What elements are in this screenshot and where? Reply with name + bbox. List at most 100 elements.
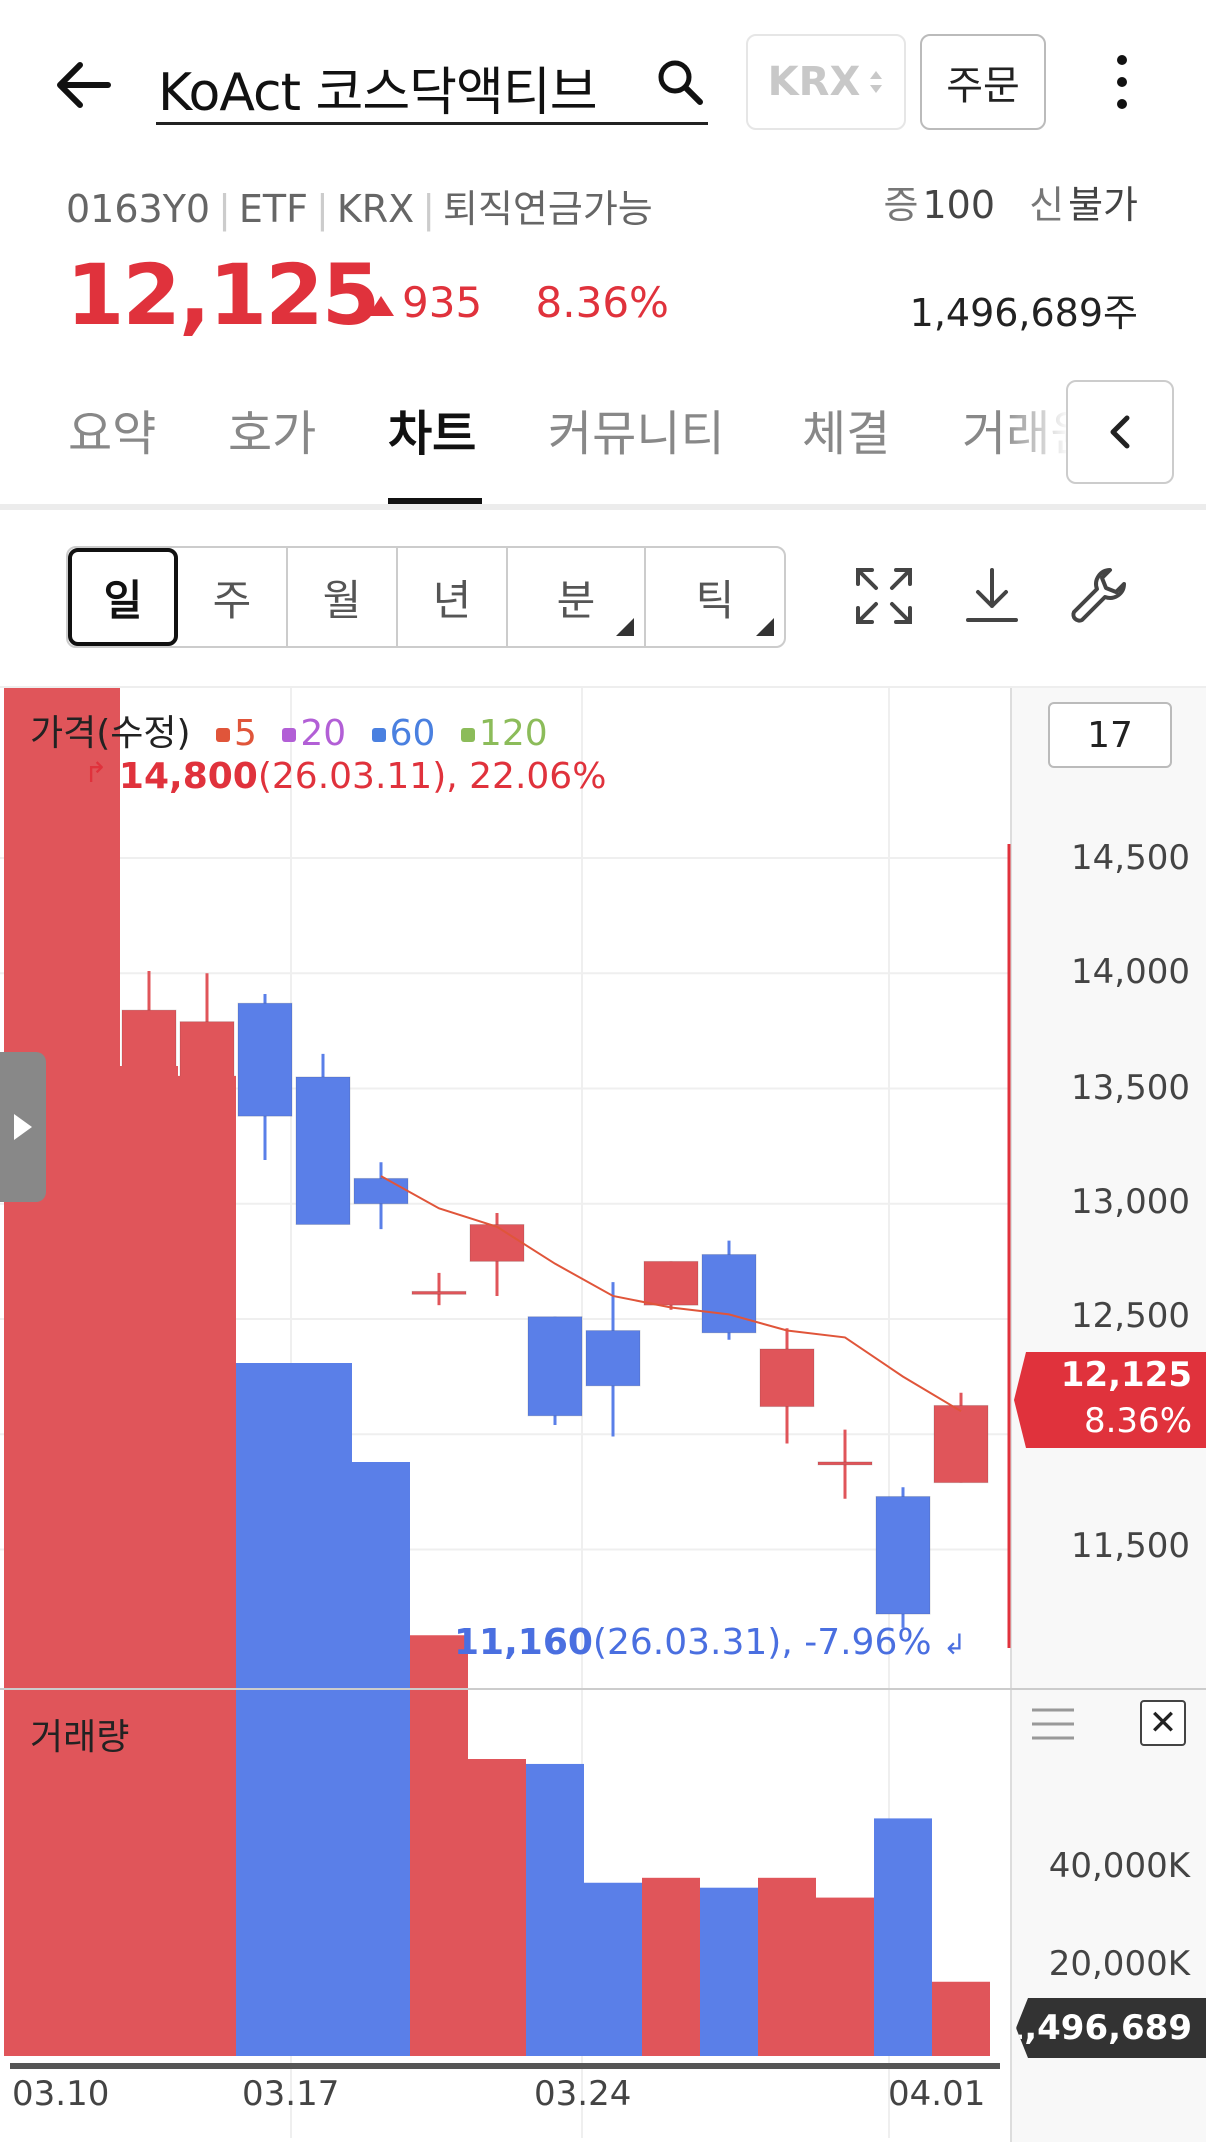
tab-community[interactable]: 커뮤니티 bbox=[548, 406, 725, 462]
search-text: KoAct 코스닥액티브 bbox=[158, 63, 598, 123]
sort-arrows-icon bbox=[870, 71, 883, 93]
search-icon[interactable] bbox=[652, 54, 708, 110]
download-icon[interactable] bbox=[960, 564, 1024, 628]
candle-body bbox=[759, 1348, 815, 1408]
dropdown-corner-icon bbox=[616, 618, 634, 636]
period-week-label: 주 bbox=[212, 575, 252, 625]
candle-body bbox=[701, 1253, 757, 1334]
exchange-select[interactable]: KRX bbox=[746, 34, 906, 130]
chart-canvas[interactable] bbox=[0, 688, 1206, 2142]
up-triangle-icon bbox=[368, 295, 394, 316]
volume-bar bbox=[526, 1763, 584, 2056]
legend-title: 가격(수정) bbox=[30, 713, 191, 754]
period-week[interactable]: 주 bbox=[178, 548, 288, 646]
pension-badge: 퇴직연금가능 bbox=[443, 187, 653, 231]
low-value: 11,160 bbox=[454, 1622, 593, 1663]
period-year-label: 년 bbox=[432, 575, 472, 625]
volume-bar bbox=[700, 1887, 758, 2056]
panel-divider[interactable] bbox=[0, 1688, 1206, 1690]
high-annotation: ↱ 14,800(26.03.11), 22.06% bbox=[84, 756, 606, 797]
ma60-legend: 60 bbox=[371, 713, 435, 754]
candle-body bbox=[817, 1461, 873, 1466]
candle-body bbox=[469, 1223, 525, 1262]
candle-body bbox=[875, 1495, 931, 1615]
trade-volume: 1,496,689주 bbox=[909, 291, 1138, 335]
tab-summary[interactable]: 요약 bbox=[68, 406, 157, 462]
ma5-legend: 5 bbox=[216, 713, 257, 754]
menu-lines-icon[interactable] bbox=[1030, 1704, 1076, 1744]
volume-bar bbox=[352, 1462, 410, 2056]
stock-market: KRX bbox=[336, 187, 415, 231]
tab-orderbook[interactable]: 호가 bbox=[228, 406, 317, 462]
low-annotation: 11,160(26.03.31), -7.96% ↲ bbox=[454, 1622, 967, 1663]
y-tick-label: 13,000 bbox=[1071, 1182, 1190, 1222]
order-button[interactable]: 주문 bbox=[920, 34, 1046, 130]
candle-body bbox=[643, 1260, 699, 1306]
volume-bar bbox=[294, 1363, 352, 2056]
ma5-line bbox=[380, 1175, 962, 1413]
current-price: 12,125 bbox=[66, 246, 380, 344]
margin-info: 증 100 신 불가 bbox=[884, 174, 1138, 229]
current-price-marker: 12,125 8.36% bbox=[1014, 1352, 1206, 1448]
period-month[interactable]: 월 bbox=[288, 548, 398, 646]
volume-bar bbox=[410, 1635, 468, 2056]
back-button[interactable] bbox=[48, 50, 118, 120]
margin-value: 100 bbox=[922, 183, 996, 227]
ma20-legend: 20 bbox=[282, 713, 346, 754]
volume-bar bbox=[4, 688, 62, 2056]
period-tick-label: 틱 bbox=[695, 575, 735, 625]
period-day-label: 일 bbox=[103, 575, 143, 625]
candle-count-box[interactable]: 17 bbox=[1048, 702, 1172, 768]
close-volume-button[interactable]: ✕ bbox=[1140, 1700, 1186, 1746]
x-tick-label: 03.10 bbox=[12, 2074, 110, 2114]
tab-trades[interactable]: 체결 bbox=[802, 406, 891, 462]
volume-bar bbox=[468, 1759, 526, 2056]
candle-body bbox=[411, 1290, 467, 1295]
ma120-legend: 120 bbox=[460, 713, 548, 754]
period-month-label: 월 bbox=[322, 575, 362, 625]
volume-bar bbox=[816, 1897, 874, 2056]
more-menu-button[interactable] bbox=[1100, 52, 1144, 112]
tab-chart[interactable]: 차트 bbox=[388, 406, 477, 462]
candle-body bbox=[933, 1404, 989, 1484]
period-minute[interactable]: 분 bbox=[508, 548, 646, 646]
period-tick[interactable]: 틱 bbox=[646, 548, 784, 646]
y-tick-label: 14,500 bbox=[1071, 838, 1190, 878]
chart-area[interactable]: 가격(수정) 5 20 60 120 17 ↱ 14,800(26.03.11)… bbox=[0, 686, 1206, 2142]
low-detail: (26.03.31), -7.96% bbox=[592, 1622, 932, 1663]
candle-body bbox=[585, 1330, 641, 1387]
close-icon: ✕ bbox=[1148, 1703, 1178, 1743]
expand-panel-handle[interactable] bbox=[0, 1052, 46, 1202]
volume-bar bbox=[236, 1363, 294, 2056]
volume-bar bbox=[642, 1877, 700, 2056]
tab-fade bbox=[1000, 380, 1070, 498]
period-year[interactable]: 년 bbox=[398, 548, 508, 646]
stock-code: 0163Y0 bbox=[66, 187, 211, 231]
chart-legend: 가격(수정) 5 20 60 120 bbox=[30, 704, 548, 756]
x-tick-label: 04.01 bbox=[888, 2074, 986, 2114]
high-value: 14,800 bbox=[118, 756, 258, 797]
settings-wrench-icon[interactable] bbox=[1066, 564, 1130, 628]
volume-tick-label: 20,000K bbox=[1048, 1944, 1190, 1984]
period-day[interactable]: 일 bbox=[68, 548, 178, 646]
period-minute-label: 분 bbox=[556, 575, 596, 625]
stock-meta: 0163Y0 | ETF | KRX | 퇴직연금가능 bbox=[66, 187, 653, 231]
volume-bar bbox=[584, 1882, 642, 2056]
volume-bar bbox=[120, 1066, 178, 2056]
current-price-value: 12,125 bbox=[1060, 1355, 1192, 1395]
price-change: 935 8.36% bbox=[366, 278, 669, 327]
y-tick-label: 11,500 bbox=[1071, 1526, 1190, 1566]
candle-body bbox=[295, 1076, 351, 1225]
fullscreen-icon[interactable] bbox=[852, 564, 916, 628]
high-detail: (26.03.11), 22.06% bbox=[257, 756, 607, 797]
active-tab-indicator bbox=[388, 498, 482, 504]
search-field[interactable]: KoAct 코스닥액티브 bbox=[156, 40, 708, 125]
change-value: 935 bbox=[402, 278, 483, 327]
volume-bar bbox=[932, 1981, 990, 2056]
volume-bar bbox=[874, 1818, 932, 2056]
current-volume-marker: 1,496,689 bbox=[1016, 1998, 1206, 2058]
tab-scroll-button[interactable] bbox=[1066, 380, 1174, 484]
stock-type: ETF bbox=[238, 187, 309, 231]
change-percent: 8.36% bbox=[535, 278, 669, 327]
y-tick-label: 13,500 bbox=[1071, 1068, 1190, 1108]
